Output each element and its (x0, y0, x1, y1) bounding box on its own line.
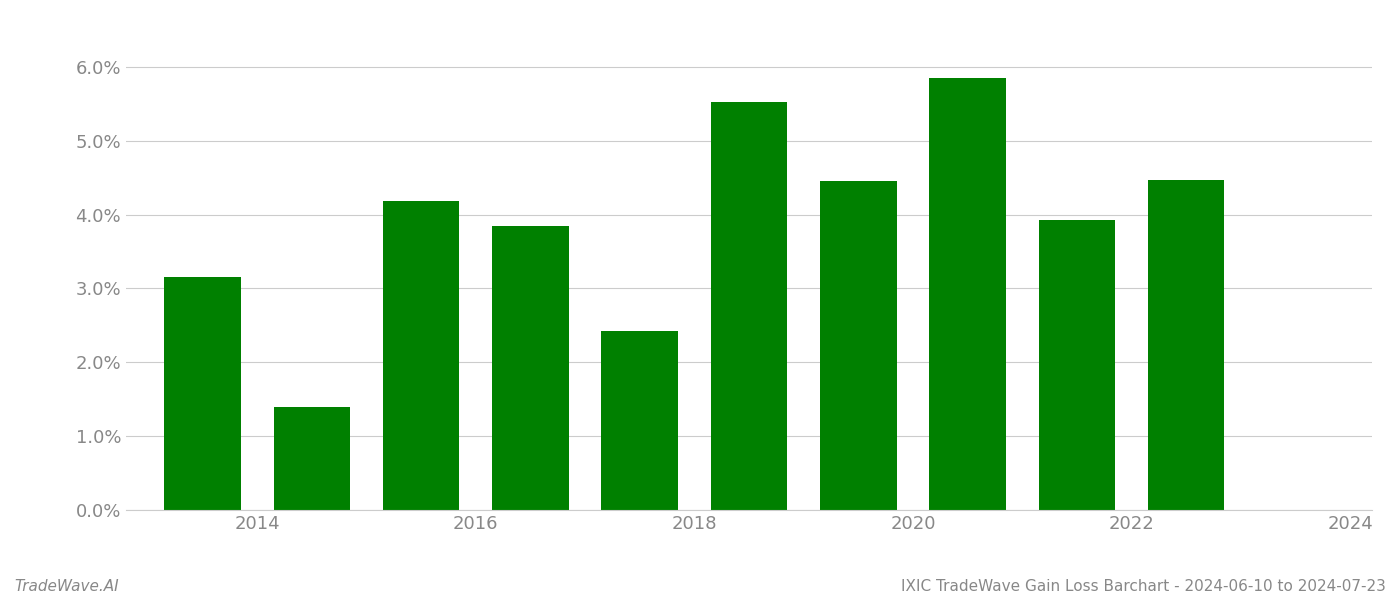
Bar (711, 103, 787, 510)
Bar (493, 226, 568, 510)
Bar (602, 331, 678, 510)
Bar (164, 277, 241, 510)
Bar (820, 181, 896, 510)
Bar (930, 78, 1005, 510)
Bar (382, 202, 459, 510)
Text: IXIC TradeWave Gain Loss Barchart - 2024-06-10 to 2024-07-23: IXIC TradeWave Gain Loss Barchart - 2024… (902, 579, 1386, 594)
Text: TradeWave.AI: TradeWave.AI (14, 579, 119, 594)
Bar (1148, 180, 1225, 510)
Bar (273, 407, 350, 510)
Bar (1039, 220, 1116, 510)
